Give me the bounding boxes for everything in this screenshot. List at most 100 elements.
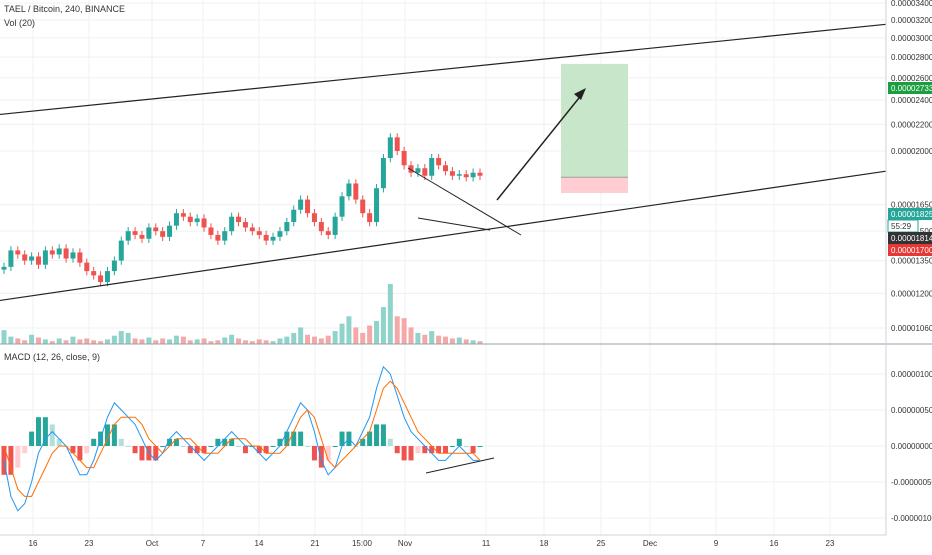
candle-body: [408, 165, 414, 173]
macd-histogram-bar: [1, 446, 7, 475]
price-tick-label: 0.00003000: [891, 34, 932, 43]
price-tick-label: 0.00001200: [891, 289, 932, 298]
volume-bar: [15, 338, 21, 344]
macd-legend[interactable]: MACD (12, 26, close, 9): [4, 352, 101, 362]
macd-histogram-bar: [284, 431, 290, 446]
price-badge-label: 0.00002733: [891, 84, 932, 93]
volume-bar: [463, 339, 469, 344]
volume-bar: [277, 338, 283, 344]
candle-body: [139, 234, 145, 239]
time-tick-label: Oct: [146, 539, 159, 548]
candle-body: [477, 172, 483, 176]
candle-body: [132, 231, 138, 235]
projection-arrow-head: [574, 88, 586, 100]
macd-histogram-bar: [215, 438, 221, 446]
candle-body: [374, 188, 380, 223]
candle-body: [284, 222, 290, 232]
price-badge-stop: 0.00001700: [888, 244, 932, 256]
long-position-zone[interactable]: [561, 63, 628, 194]
volume-bar: [215, 340, 221, 344]
candle-body: [180, 213, 186, 217]
price-tick-label: 0.00002800: [891, 53, 932, 62]
volume-bar: [305, 334, 311, 344]
volume-bar: [436, 335, 442, 344]
candle-body: [443, 165, 449, 172]
candle-body: [222, 231, 228, 241]
trend-drawings[interactable]: [0, 23, 887, 474]
candle-body: [146, 227, 152, 239]
candle-body: [339, 196, 345, 217]
volume-bar: [160, 338, 166, 344]
candle-body: [422, 168, 428, 176]
projection-arrow-shaft: [496, 92, 584, 201]
macd-tick-label: 0.00000100: [891, 370, 932, 379]
time-tick-label: 23: [85, 539, 94, 548]
volume-bar: [394, 316, 400, 344]
symbol-legend[interactable]: TAEL / Bitcoin, 240, BINANCE: [4, 4, 126, 14]
volume-bar: [429, 331, 435, 344]
volume-bar: [360, 332, 366, 344]
channel-lower-line: [0, 170, 887, 302]
macd-histogram-bar: [449, 446, 455, 447]
candle-body: [91, 271, 97, 276]
price-axis[interactable]: 0.00003400 0.00003200 0.00003000 0.00002800…: [891, 0, 932, 333]
candle-body: [332, 216, 338, 235]
volume-bar: [29, 334, 35, 344]
volume-legend[interactable]: Vol (20): [4, 18, 36, 28]
price-badge-bg: [888, 208, 932, 220]
macd-histogram-bar: [111, 424, 117, 446]
macd-histogram-bar: [477, 446, 483, 447]
macd-histogram-bar: [470, 446, 476, 454]
volume-bar: [284, 336, 290, 344]
candle-body: [8, 250, 14, 267]
candle-body: [118, 240, 124, 261]
macd-histogram-bar: [429, 446, 435, 454]
price-badge-target: 0.00002733: [888, 82, 932, 94]
candle-body: [353, 183, 359, 200]
macd-axis[interactable]: 0.00000100 0.00000050 0.00000000 -0.0000005…: [891, 370, 932, 523]
price-tick-label: 0.00002600: [891, 74, 932, 83]
candle-body: [29, 256, 35, 261]
time-axis[interactable]: 16 23 Oct 7 14 21 15:00 Nov 11 18 25 Dec 9 16 23: [29, 539, 835, 548]
candle-body: [436, 158, 442, 166]
macd-tick-label: -0.00000100: [891, 514, 932, 523]
volume-bar: [422, 334, 428, 344]
price-tick-label: 0.00003400: [891, 0, 932, 8]
macd-line: [3, 365, 480, 512]
volume-bar: [180, 336, 186, 344]
volume-bar: [139, 339, 145, 344]
wedge-upper-line: [407, 167, 522, 236]
macd-histogram-bar: [77, 446, 83, 461]
candle-body: [415, 168, 421, 173]
volume-bar: [325, 335, 331, 344]
candle-body: [125, 231, 131, 241]
macd-histogram-bar: [35, 417, 41, 446]
time-tick-label: Dec: [643, 539, 657, 548]
volume-bar: [367, 325, 373, 344]
volume-bar: [415, 332, 421, 344]
candle-body: [63, 248, 69, 259]
volume-bar: [125, 332, 131, 344]
volume-bar: [22, 340, 28, 344]
macd-histogram-bar: [49, 424, 55, 446]
macd-histogram-bar: [132, 446, 138, 454]
candle-body: [456, 174, 462, 176]
macd-histogram-bar: [443, 446, 449, 454]
macd-divergence-line[interactable]: [425, 457, 495, 474]
price-badge-mark: 0.00001814: [888, 232, 932, 244]
candle-body: [270, 236, 276, 241]
candle-body: [380, 158, 386, 189]
candle-body: [229, 216, 235, 232]
volume-bar: [477, 341, 483, 344]
macd-histogram-bar: [222, 438, 228, 446]
candle-body: [187, 216, 193, 223]
macd-histogram-bar: [305, 446, 311, 447]
macd-histogram-bar: [201, 446, 207, 454]
volume-bar: [42, 339, 48, 344]
time-tick-label: 16: [770, 539, 779, 548]
volume-bar: [98, 341, 104, 344]
macd-histogram-bar: [318, 446, 324, 468]
volume-bar: [263, 340, 269, 344]
candle-body: [201, 218, 207, 228]
